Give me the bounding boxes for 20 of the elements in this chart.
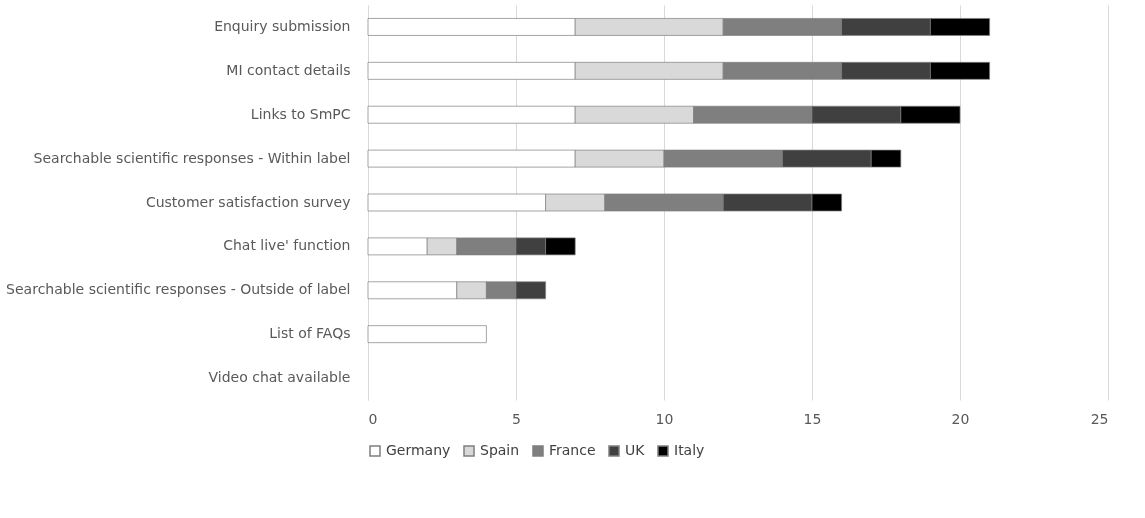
y-tick-label: Chat live' function	[223, 237, 351, 254]
y-tick-label: Links to SmPC	[250, 105, 351, 122]
y-tick-label: Enquiry submission	[214, 17, 351, 34]
y-tick-label: Customer satisfaction survey	[145, 193, 351, 210]
legend-label: Spain	[480, 442, 520, 458]
y-tick-label: Searchable scientific responses - Outside of label	[6, 281, 351, 298]
x-tick-label: 15	[803, 410, 822, 427]
legend-label: France	[549, 442, 596, 458]
x-tick-label: 0	[368, 410, 378, 427]
legend-label: Germany	[386, 442, 451, 458]
legend-label: UK	[625, 442, 646, 458]
y-tick-label: List of FAQs	[269, 325, 351, 342]
legend-label: Italy	[674, 442, 705, 458]
x-tick-label: 20	[951, 410, 970, 427]
y-tick-label: Searchable scientific responses - Within label	[33, 149, 351, 166]
x-tick-label: 10	[655, 410, 674, 427]
y-tick-label: MI contact details	[226, 61, 351, 78]
y-tick-label: Video chat available	[208, 369, 351, 386]
x-tick-label: 25	[1090, 410, 1109, 427]
x-tick-label: 5	[512, 410, 521, 427]
